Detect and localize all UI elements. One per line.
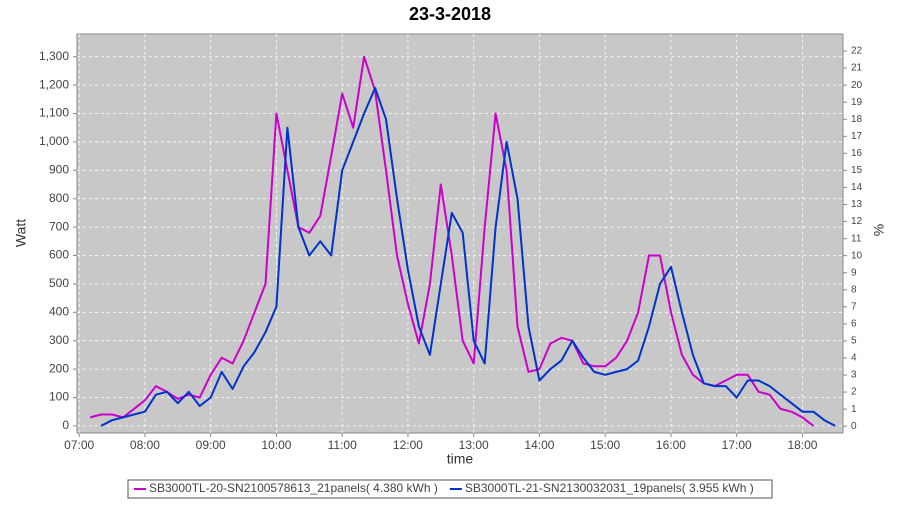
y2-tick-label: 21 — [851, 63, 863, 74]
x-tick-label: 07:00 — [64, 438, 94, 452]
y-tick-label: 600 — [49, 248, 69, 262]
y2-tick-label: 3 — [851, 370, 857, 381]
y2-tick-label: 14 — [851, 182, 863, 193]
y2-tick-label: 2 — [851, 387, 857, 398]
x-tick-label: 14:00 — [524, 438, 554, 452]
y2-tick-label: 19 — [851, 97, 863, 108]
y-tick-label: 1,000 — [39, 134, 69, 148]
y2-tick-label: 18 — [851, 114, 863, 125]
y-tick-label: 900 — [49, 162, 69, 176]
y-tick-label: 1,300 — [39, 49, 69, 63]
y2-tick-label: 9 — [851, 267, 857, 278]
x-tick-label: 10:00 — [261, 438, 291, 452]
legend-label: SB3000TL-20-SN2100578613_21panels( 4.380… — [149, 481, 438, 495]
y2-tick-label: 6 — [851, 319, 857, 330]
y2-tick-label: 12 — [851, 216, 863, 227]
y-tick-label: 1,200 — [39, 77, 69, 91]
x-tick-label: 15:00 — [590, 438, 620, 452]
y-tick-label: 1,100 — [39, 106, 69, 120]
y2-tick-label: 15 — [851, 165, 863, 176]
legend-label: SB3000TL-21-SN2130032031_19panels( 3.955… — [465, 481, 754, 495]
y2-tick-label: 10 — [851, 250, 863, 261]
y-tick-label: 100 — [49, 390, 69, 404]
x-tick-label: 13:00 — [459, 438, 489, 452]
y2-tick-label: 7 — [851, 301, 857, 312]
series-line — [100, 87, 836, 427]
y-tick-label: 200 — [49, 361, 69, 375]
x-tick-label: 16:00 — [656, 438, 686, 452]
chart-title: 23-3-2018 — [409, 4, 491, 24]
y2-axis-title: % — [871, 224, 887, 236]
y2-tick-label: 5 — [851, 336, 857, 347]
y-tick-label: 500 — [49, 276, 69, 290]
y2-tick-label: 8 — [851, 284, 857, 295]
y2-tick-label: 13 — [851, 199, 863, 210]
y2-tick-label: 17 — [851, 131, 863, 142]
x-tick-label: 12:00 — [393, 438, 423, 452]
y2-tick-label: 4 — [851, 353, 857, 364]
y-tick-label: 700 — [49, 219, 69, 233]
y-axis-title: Watt — [13, 219, 29, 247]
plot-area — [76, 33, 844, 434]
x-tick-label: 17:00 — [722, 438, 752, 452]
x-axis-title: time — [447, 451, 474, 467]
y2-tick-label: 22 — [851, 46, 863, 57]
y-tick-label: 800 — [49, 191, 69, 205]
y2-tick-label: 1 — [851, 404, 857, 415]
y2-tick-label: 0 — [851, 421, 857, 432]
series-line — [89, 55, 815, 427]
y-tick-label: 400 — [49, 304, 69, 318]
y2-tick-label: 11 — [851, 233, 862, 244]
x-tick-label: 08:00 — [130, 438, 160, 452]
y-tick-label: 300 — [49, 333, 69, 347]
y2-tick-label: 16 — [851, 148, 863, 159]
x-tick-label: 11:00 — [328, 438, 357, 452]
x-tick-label: 18:00 — [787, 438, 817, 452]
y2-tick-label: 20 — [851, 80, 863, 91]
y-tick-label: 0 — [62, 418, 69, 432]
x-tick-label: 09:00 — [196, 438, 226, 452]
